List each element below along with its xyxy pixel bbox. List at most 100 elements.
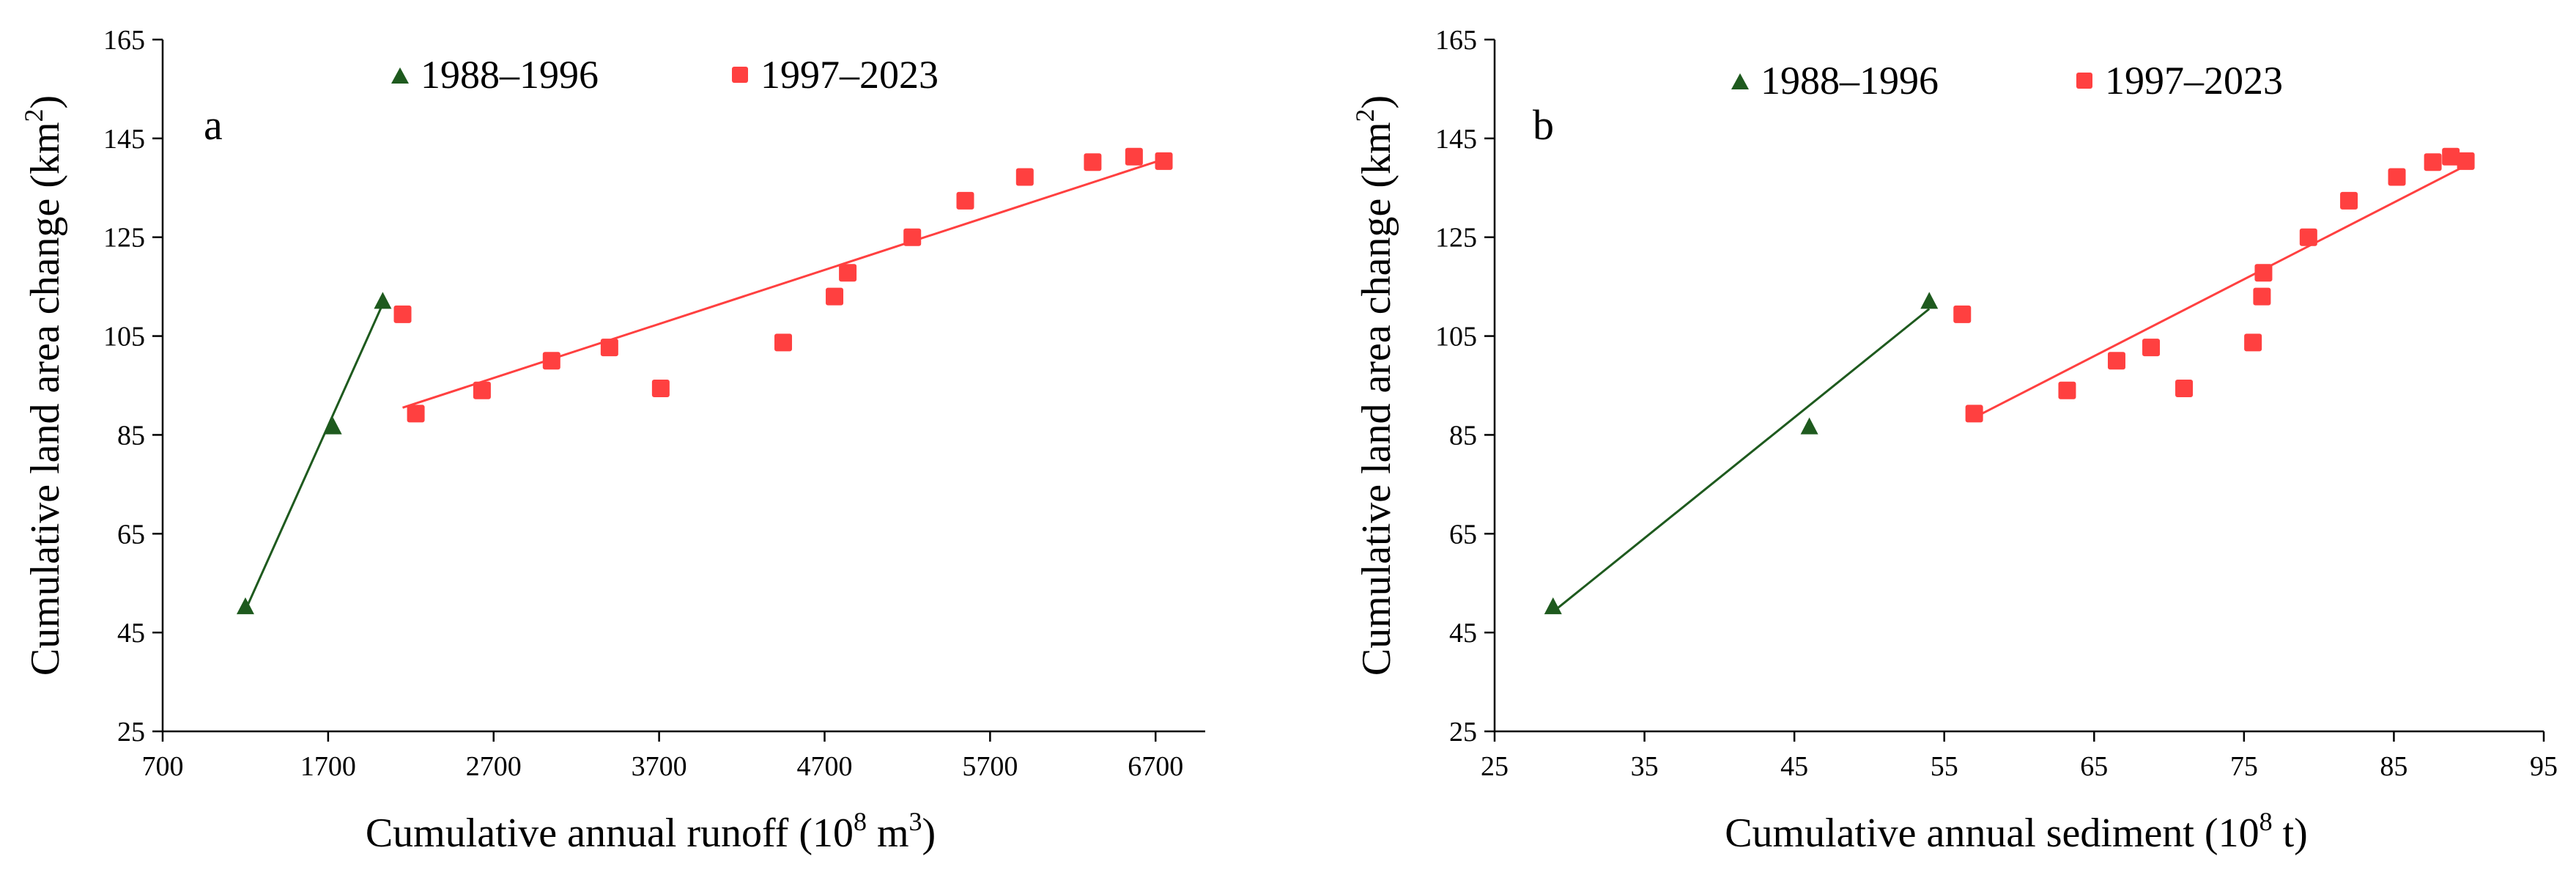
data-point-square (2442, 147, 2460, 166)
y-axis-label-text: Cumulative land area change (km (23, 122, 68, 676)
panel-label: b (1533, 101, 1554, 149)
panel-label: a (204, 101, 223, 149)
x-tick-label: 1700 (300, 751, 356, 782)
x-tick-label: 55 (1931, 751, 1958, 782)
y-axis-label-superscript: 2 (19, 108, 48, 122)
legend-triangle-marker (1731, 73, 1749, 89)
data-point-square (407, 405, 425, 423)
data-point-square (1015, 168, 1034, 186)
x-tick-label: 25 (1481, 751, 1509, 782)
x-axis-label-superscript: 8 (854, 807, 867, 836)
trendline (244, 303, 384, 611)
x-axis-label-text: Cumulative annual sediment (10 (1725, 811, 2259, 856)
data-point-square (2457, 152, 2475, 170)
y-axis-label-text: ) (1354, 95, 1399, 109)
y-tick-label: 45 (117, 618, 145, 649)
data-point-square (903, 228, 922, 246)
data-point-triangle (236, 597, 254, 615)
legend-square-marker (2076, 73, 2092, 89)
chart-panel-a: 25 45 65 85 105 125 145 165 700 1700 2700 3700 4700 5… (19, 25, 1205, 856)
data-point-square (2253, 287, 2271, 306)
x-tick-label: 4700 (796, 751, 852, 782)
data-point-square (2299, 228, 2317, 246)
x-axis-label-text: t) (2273, 811, 2308, 856)
data-point-square (2254, 264, 2273, 282)
x-axis-label-superscript: 3 (909, 807, 922, 836)
x-tick-label: 75 (2230, 751, 2258, 782)
trendline (1973, 164, 2467, 419)
data-point-square (651, 380, 670, 398)
y-tick-label: 125 (103, 223, 145, 254)
y-axis-label-text: Cumulative land area change (km (1354, 122, 1399, 676)
data-point-square (542, 352, 560, 370)
trendline (1552, 308, 1931, 613)
data-point-square (2388, 168, 2406, 186)
y-tick-label: 45 (1449, 618, 1477, 649)
legend-triangle-marker (391, 67, 409, 84)
y-tick-label: 145 (103, 124, 145, 155)
y-axis-label: Cumulative land area change (km2) (1350, 95, 1399, 676)
x-axis-label-text: ) (922, 811, 936, 856)
chart-panel-b: 25 45 65 85 105 125 145 165 25 35 45 55 65 75 85 95 Cumu… (1350, 25, 2558, 856)
data-point-square (826, 287, 844, 306)
legend-label: 1988–1996 (421, 53, 599, 97)
y-tick-label: 125 (1435, 223, 1477, 254)
x-axis-label: Cumulative annual runoff (108 m3) (366, 807, 936, 856)
data-point-square (600, 339, 618, 357)
x-axis-label-text: m (867, 811, 909, 856)
y-tick-label: 105 (1435, 322, 1477, 352)
x-tick-label: 85 (2380, 751, 2407, 782)
y-tick-label: 165 (1435, 25, 1477, 56)
y-tick-label: 145 (1435, 124, 1477, 155)
y-tick-label: 85 (1449, 420, 1477, 451)
data-point-square (393, 305, 412, 323)
data-point-square (473, 381, 491, 399)
x-axis-label-superscript: 8 (2259, 807, 2273, 836)
data-point-square (2107, 352, 2125, 370)
data-point-square (2175, 380, 2194, 398)
data-point-triangle (324, 417, 342, 435)
x-tick-label: 3700 (632, 751, 687, 782)
x-tick-label: 95 (2530, 751, 2558, 782)
legend-label: 1997–2023 (760, 53, 939, 97)
y-tick-label: 165 (103, 25, 145, 56)
data-point-triangle (1800, 417, 1818, 435)
x-tick-label: 35 (1631, 751, 1659, 782)
data-point-square (839, 264, 857, 282)
x-axis-label: Cumulative annual sediment (108 t) (1725, 807, 2308, 856)
data-point-square (2244, 333, 2262, 352)
data-point-square (956, 191, 974, 210)
data-point-square (2424, 153, 2442, 171)
y-tick-label: 25 (117, 717, 145, 747)
x-axis-label-text: Cumulative annual runoff (10 (366, 811, 854, 856)
data-point-square (2340, 191, 2358, 210)
x-tick-label: 700 (142, 751, 184, 782)
data-point-square (1084, 153, 1102, 171)
data-point-square (1965, 405, 1983, 423)
x-tick-label: 6700 (1128, 751, 1183, 782)
data-point-square (2058, 381, 2076, 399)
y-axis-label-superscript: 2 (1350, 108, 1380, 122)
data-point-triangle (1544, 597, 1562, 615)
y-tick-label: 85 (117, 420, 145, 451)
y-axis-label: Cumulative land area change (km2) (19, 95, 68, 676)
data-point-square (1953, 305, 1972, 323)
data-point-square (2142, 339, 2161, 357)
y-tick-label: 25 (1449, 717, 1477, 747)
legend-label: 1988–1996 (1761, 59, 1939, 103)
x-tick-label: 65 (2080, 751, 2108, 782)
x-tick-label: 45 (1780, 751, 1808, 782)
y-tick-label: 65 (117, 519, 145, 550)
y-tick-label: 65 (1449, 519, 1477, 550)
data-point-triangle (374, 292, 392, 309)
legend-square-marker (732, 67, 748, 83)
y-tick-label: 105 (103, 322, 145, 352)
data-point-square (1125, 147, 1143, 166)
data-point-square (774, 333, 793, 352)
data-point-triangle (1920, 292, 1939, 309)
x-tick-label: 5700 (962, 751, 1018, 782)
x-tick-label: 2700 (466, 751, 522, 782)
y-axis-label-text: ) (23, 95, 68, 109)
trendline (402, 158, 1164, 409)
